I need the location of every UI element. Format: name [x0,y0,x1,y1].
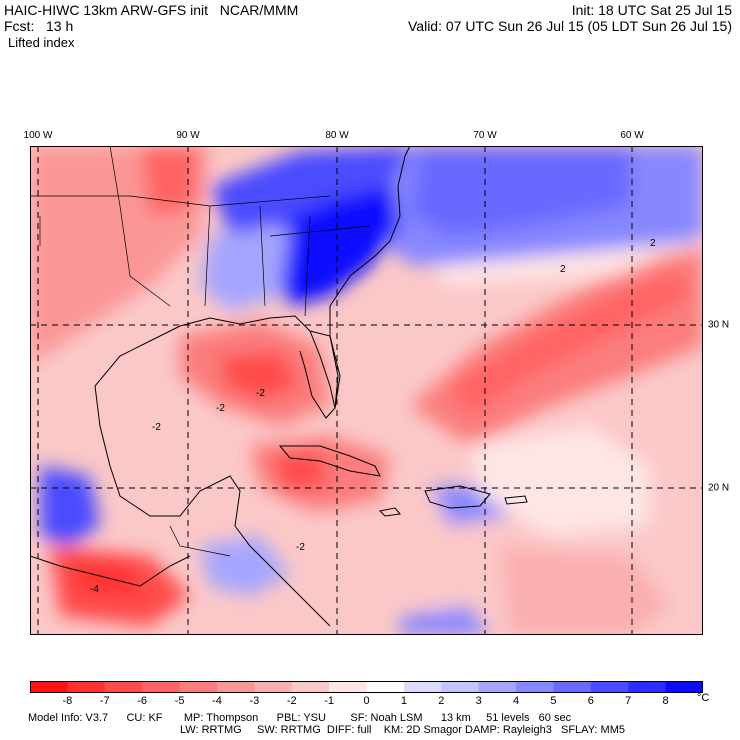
central-america-coast [234,525,331,627]
colorbar-swatch [67,681,106,693]
model-info-line2: LW: RRTMG SW: RRTMG DIFF: full KM: 2D Sm… [180,724,625,736]
stable-region-southeast [200,226,290,311]
unstable-region-gulf-core [220,351,300,401]
valid-time: Valid: 07 UTC Sun 26 Jul 15 (05 LDT Sun … [408,18,732,34]
contour-label-group: 2 2 -2 -2 -2 -2 -4 [90,238,656,595]
colorbar-swatch [291,681,330,693]
colorbar-swatch [179,681,218,693]
colorbar-tick-label: 2 [438,695,445,707]
us-atlantic-coast [329,146,411,409]
colorbar-tick-label: -3 [249,695,260,707]
cuba-outline [278,445,381,477]
colorbar-tick-label: -5 [174,695,185,707]
contour-label: 2 [560,264,566,275]
colorbar-swatch [665,681,703,693]
unstable-region-pacific-core [70,561,140,596]
neutral-region-east-caribbean [470,426,650,536]
model-title: HAIC-HIWC 13km ARW-GFS init NCAR/MMM [4,2,299,18]
colorbar-tick-label: 6 [587,695,594,707]
colorbar-tick-label: 5 [550,695,557,707]
colorbar-tick-label: 3 [475,695,482,707]
state-borders [30,146,371,557]
colorbar [30,681,703,693]
colorbar-tick-label: 4 [512,695,520,707]
colorbar-swatch [329,681,367,693]
contour-label: -2 [152,422,161,433]
colorbar-swatch [441,681,480,693]
colorbar-swatch [366,681,405,693]
lat-label-20n: 20 N [708,482,730,494]
colorbar-tick-label: -2 [286,695,297,707]
stable-region-caribbean-south [400,606,490,635]
colorbar-swatch [104,681,143,693]
lat-label-30n: 30 N [708,319,730,331]
colorbar-swatch [628,681,667,693]
colorbar-swatch [216,681,255,693]
unstable-band-atlantic-core [450,271,690,416]
jamaica-outline [378,507,401,517]
lon-label-100w: 100 W [23,130,53,141]
field-name: Lifted index [8,35,75,50]
hispaniola-outline [424,485,491,509]
puerto-rico-outline [504,495,528,505]
colorbar-unit: °C [697,692,710,704]
unstable-region-texas-core [140,146,200,216]
colorbar-swatch [142,681,181,693]
colorbar-swatch [478,681,517,693]
us-gulf-coast [94,315,336,419]
map-frame [30,146,703,635]
mexico-pacific-coast [30,555,191,587]
stable-region-appalachian [210,146,410,236]
colorbar-tick-label: 0 [363,695,370,707]
stable-region-atlantic-core [410,146,630,236]
colorbar-swatch [590,681,629,693]
contour-label: -2 [256,388,265,399]
colorbar-swatch [516,681,554,693]
forecast-hour: Fcst: 13 h [4,18,74,34]
contour-label: -2 [296,542,305,553]
mexico-gulf-coast [94,385,241,527]
colorbar-tick-label: -7 [99,695,110,707]
lifted-index-map: 2 2 -2 -2 -2 -2 -4 [30,146,703,635]
colorbar-swatch [403,681,442,693]
contour-label: -2 [216,403,225,414]
contour-label: -4 [90,584,99,595]
colorbar-swatch [30,681,68,693]
unstable-region-caribbean-se [500,546,670,635]
lon-label-60w: 60 W [620,130,644,141]
colorbar-tick-label: -8 [62,695,73,707]
colorbar-tick-label: 7 [625,695,632,707]
stable-region-central-america [200,536,290,596]
colorbar-tick-label: -6 [137,695,148,707]
colorbar-tick-label: 1 [400,695,407,707]
stable-region-mexico [40,466,100,546]
colorbar-swatch [254,681,293,693]
graticule [30,146,703,635]
stable-band-light [430,241,703,286]
lon-label-70w: 70 W [473,130,497,141]
lon-label-80w: 80 W [325,130,349,141]
lon-label-90w: 90 W [176,130,200,141]
colorbar-tick-label: -1 [324,695,334,707]
colorbar-tick-label: -4 [212,695,222,707]
colorbar-tick-label: 8 [662,695,669,707]
model-info-line1: Model Info: V3.7 CU: KF MP: Thompson PBL… [28,712,572,724]
contour-label: 2 [650,238,656,249]
colorbar-swatch [553,681,592,693]
colorbar-frame [30,681,703,693]
init-time: Init: 18 UTC Sat 25 Jul 15 [571,2,732,18]
